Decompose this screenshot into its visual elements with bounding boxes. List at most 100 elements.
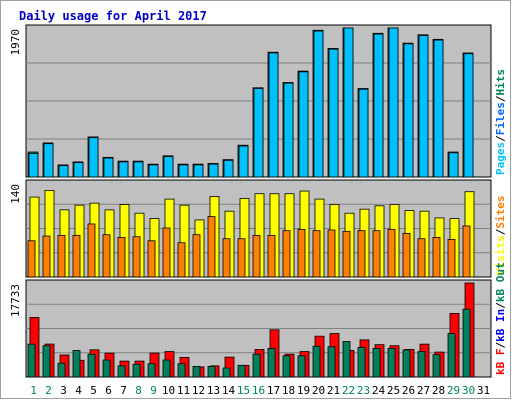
day-label-6: 6 xyxy=(105,384,112,397)
files-bar-day-3 xyxy=(58,165,69,178)
legend-part--: / xyxy=(494,95,507,102)
sites-bar-day-26 xyxy=(402,232,411,278)
panel-visits-side-legend: Visits/Sites xyxy=(494,196,507,276)
sites-bar-day-20 xyxy=(312,230,321,278)
files-bar-day-16 xyxy=(253,88,264,178)
kbout-bar-day-5 xyxy=(87,353,96,378)
day-label-21: 21 xyxy=(327,384,340,397)
files-bar-day-6 xyxy=(103,157,114,178)
day-label-26: 26 xyxy=(402,384,415,397)
day-labels: 1 2 3 4 5 6 7 8 9 10 11 12 13 14 15 16 17 18 19 20 21 22 23 24 2… xyxy=(30,384,490,397)
day-label-8: 8 xyxy=(135,384,142,397)
files-bar-day-1 xyxy=(28,153,39,178)
day-label-16: 16 xyxy=(252,384,265,397)
files-bar-day-27 xyxy=(418,35,429,178)
files-bar-day-30 xyxy=(463,53,474,178)
legend-part--: / xyxy=(494,135,507,142)
legend-part-kb-f: kB F xyxy=(494,349,507,376)
legend-part-sites: Sites xyxy=(494,196,507,229)
day-label-29: 29 xyxy=(447,384,460,397)
sites-bar-day-29 xyxy=(447,238,456,278)
panel-visits: 140 Visits/Sites xyxy=(9,179,507,278)
kbout-bar-day-16 xyxy=(252,353,261,378)
files-bar-day-29 xyxy=(448,152,459,178)
kbout-bar-day-2 xyxy=(42,345,51,378)
sites-bar-day-30 xyxy=(462,225,471,278)
sites-bar-day-18 xyxy=(282,230,291,278)
kbout-bar-day-14 xyxy=(222,367,231,378)
panel-hits-side-legend: Pages/Files/Hits xyxy=(494,69,507,175)
sites-bar-day-24 xyxy=(372,230,381,278)
files-bar-day-14 xyxy=(223,159,234,178)
sites-bar-day-13 xyxy=(207,216,216,278)
files-bar-day-7 xyxy=(118,161,129,178)
files-bar-day-18 xyxy=(283,82,294,178)
day-label-25: 25 xyxy=(387,384,400,397)
sites-bar-day-25 xyxy=(387,228,396,278)
panel-visits-max-label: 140 xyxy=(9,184,22,204)
panel-kbytes-side-legend: kB F/kB In/kB Out xyxy=(494,262,507,375)
sites-bar-day-8 xyxy=(132,236,141,278)
day-label-28: 28 xyxy=(432,384,445,397)
sites-bar-day-11 xyxy=(177,242,186,278)
legend-part-pages: Pages xyxy=(494,142,507,175)
day-label-7: 7 xyxy=(120,384,127,397)
panel-kbytes-max-label: 17733 xyxy=(9,284,22,317)
kbout-bar-day-22 xyxy=(342,341,351,378)
sites-bar-day-16 xyxy=(252,234,261,278)
kbout-bar-day-24 xyxy=(372,347,381,378)
sites-bar-day-7 xyxy=(117,236,126,278)
kbout-bar-day-25 xyxy=(387,347,396,378)
files-bar-day-8 xyxy=(133,161,144,178)
kbout-bar-day-8 xyxy=(132,363,141,378)
legend-part-files: Files xyxy=(494,102,507,135)
sites-bar-day-28 xyxy=(432,236,441,278)
kbout-bar-day-12 xyxy=(192,365,201,378)
files-bar-day-26 xyxy=(403,43,414,178)
sites-bar-day-17 xyxy=(267,234,276,278)
sites-bar-day-3 xyxy=(57,234,66,278)
legend-part-kb-in: kB In xyxy=(494,309,507,342)
files-bar-day-23 xyxy=(358,88,369,178)
files-bar-day-12 xyxy=(193,164,204,178)
legend-part--: / xyxy=(494,342,507,349)
day-label-22: 22 xyxy=(342,384,355,397)
files-bar-day-22 xyxy=(343,27,354,178)
files-bar-day-11 xyxy=(178,164,189,178)
day-label-12: 12 xyxy=(192,384,205,397)
kbout-bar-day-23 xyxy=(357,346,366,378)
sites-bar-day-14 xyxy=(222,238,231,278)
kbout-bar-day-9 xyxy=(147,363,156,378)
day-label-18: 18 xyxy=(282,384,295,397)
sites-bar-day-15 xyxy=(237,238,246,278)
sites-bar-day-21 xyxy=(327,229,336,278)
sites-bar-day-19 xyxy=(297,228,306,278)
kbout-bar-day-29 xyxy=(447,333,456,378)
kbout-bar-day-7 xyxy=(117,365,126,378)
day-label-27: 27 xyxy=(417,384,430,397)
legend-part--: / xyxy=(494,228,507,235)
files-bar-day-2 xyxy=(43,143,54,178)
kbout-bar-day-17 xyxy=(267,347,276,378)
kbout-bar-day-11 xyxy=(177,363,186,378)
files-bar-day-5 xyxy=(88,137,99,178)
sites-bar-day-4 xyxy=(72,234,81,278)
kbout-bar-day-1 xyxy=(27,343,36,378)
sites-bar-day-5 xyxy=(87,223,96,278)
day-label-10: 10 xyxy=(162,384,175,397)
legend-part-hits: Hits xyxy=(494,69,507,96)
day-label-5: 5 xyxy=(90,384,97,397)
day-label-9: 9 xyxy=(150,384,157,397)
sites-bar-day-2 xyxy=(42,235,51,278)
sites-bar-day-23 xyxy=(357,230,366,278)
day-label-30: 30 xyxy=(462,384,475,397)
kbout-bar-day-26 xyxy=(402,349,411,378)
sites-bar-day-9 xyxy=(147,240,156,278)
kbout-bar-day-30 xyxy=(462,308,471,378)
day-label-1: 1 xyxy=(30,384,37,397)
files-bar-day-10 xyxy=(163,156,174,178)
files-bar-day-9 xyxy=(148,164,159,178)
